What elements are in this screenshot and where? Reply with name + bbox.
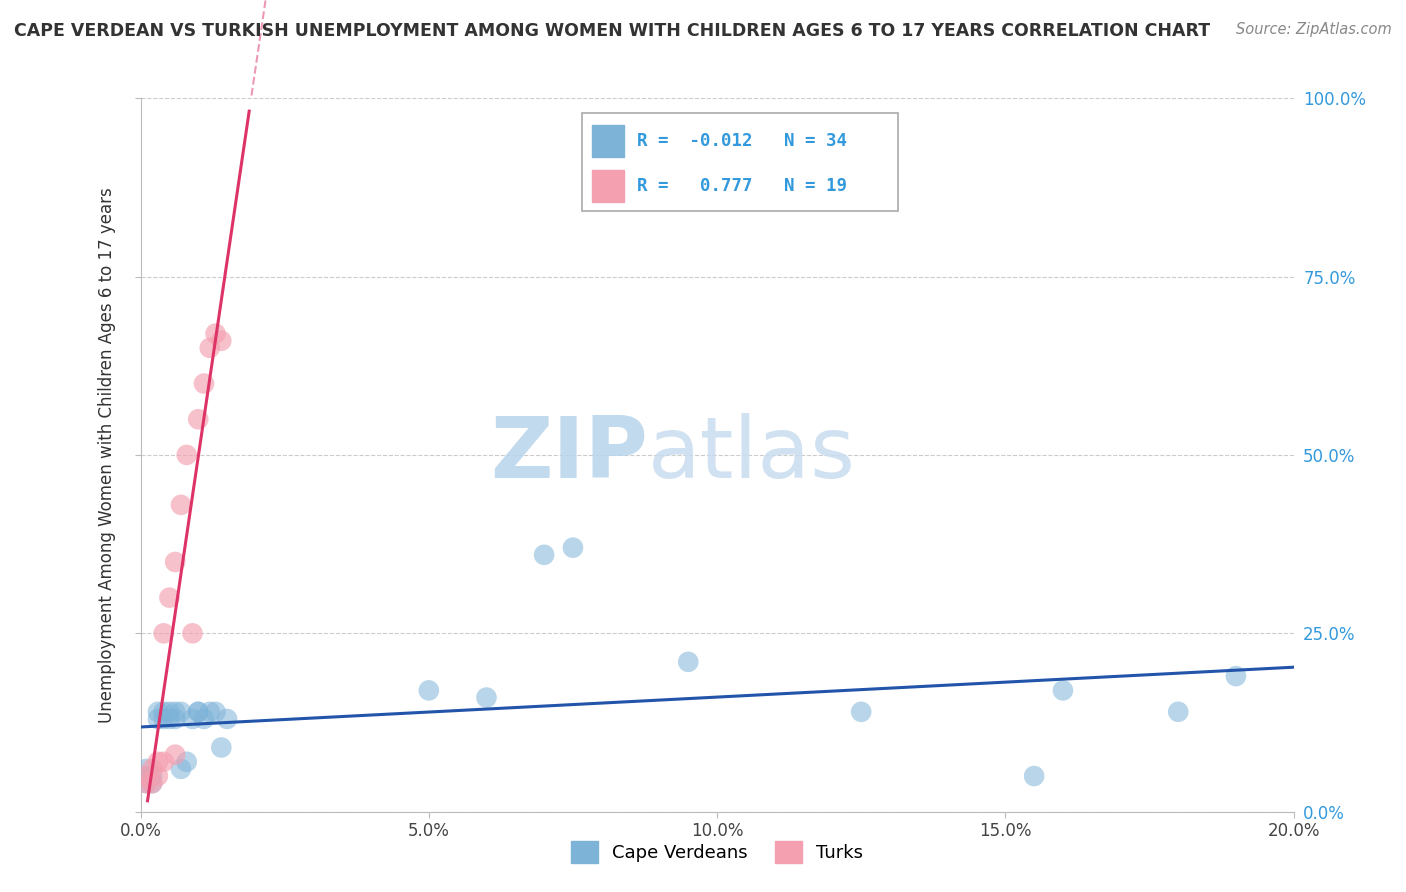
Point [418, 683, 440, 698]
Point [135, 776, 157, 790]
Point [152, 712, 174, 726]
Point [141, 769, 163, 783]
Point [141, 776, 163, 790]
Point [165, 747, 187, 762]
Point [849, 705, 872, 719]
Point [176, 755, 198, 769]
Point [209, 334, 232, 348]
Point [170, 498, 193, 512]
Point [198, 705, 221, 719]
Point [146, 712, 169, 726]
Point [187, 412, 209, 426]
Point [159, 591, 180, 605]
Point [135, 769, 157, 783]
Point [181, 626, 204, 640]
Text: atlas: atlas [648, 413, 856, 497]
Point [562, 541, 585, 555]
Point [187, 705, 209, 719]
Point [678, 655, 700, 669]
Point [135, 762, 157, 776]
Point [165, 555, 187, 569]
Point [204, 326, 226, 341]
Point [1024, 769, 1046, 783]
Point [533, 548, 555, 562]
Point [193, 376, 215, 391]
Point [141, 762, 163, 776]
Point [146, 705, 169, 719]
Point [152, 755, 174, 769]
Point [135, 769, 157, 783]
Point [159, 705, 180, 719]
Point [1225, 669, 1247, 683]
Point [1167, 705, 1189, 719]
Point [475, 690, 498, 705]
Point [165, 712, 187, 726]
Text: Source: ZipAtlas.com: Source: ZipAtlas.com [1236, 22, 1392, 37]
Point [1052, 683, 1074, 698]
Point [159, 712, 180, 726]
Text: CAPE VERDEAN VS TURKISH UNEMPLOYMENT AMONG WOMEN WITH CHILDREN AGES 6 TO 17 YEAR: CAPE VERDEAN VS TURKISH UNEMPLOYMENT AMO… [14, 22, 1211, 40]
Point [209, 740, 232, 755]
Point [170, 762, 193, 776]
Point [135, 776, 157, 790]
Legend: Cape Verdeans, Turks: Cape Verdeans, Turks [564, 834, 870, 871]
Point [217, 712, 239, 726]
Point [181, 712, 204, 726]
Y-axis label: Unemployment Among Women with Children Ages 6 to 17 years: Unemployment Among Women with Children A… [98, 187, 117, 723]
Point [146, 769, 169, 783]
Point [141, 776, 163, 790]
Point [152, 705, 174, 719]
Point [193, 712, 215, 726]
Point [146, 755, 169, 769]
Point [204, 705, 226, 719]
Text: ZIP: ZIP [491, 413, 648, 497]
Point [170, 705, 193, 719]
Point [165, 705, 187, 719]
Point [152, 626, 174, 640]
Point [187, 705, 209, 719]
Point [176, 448, 198, 462]
Point [198, 341, 221, 355]
